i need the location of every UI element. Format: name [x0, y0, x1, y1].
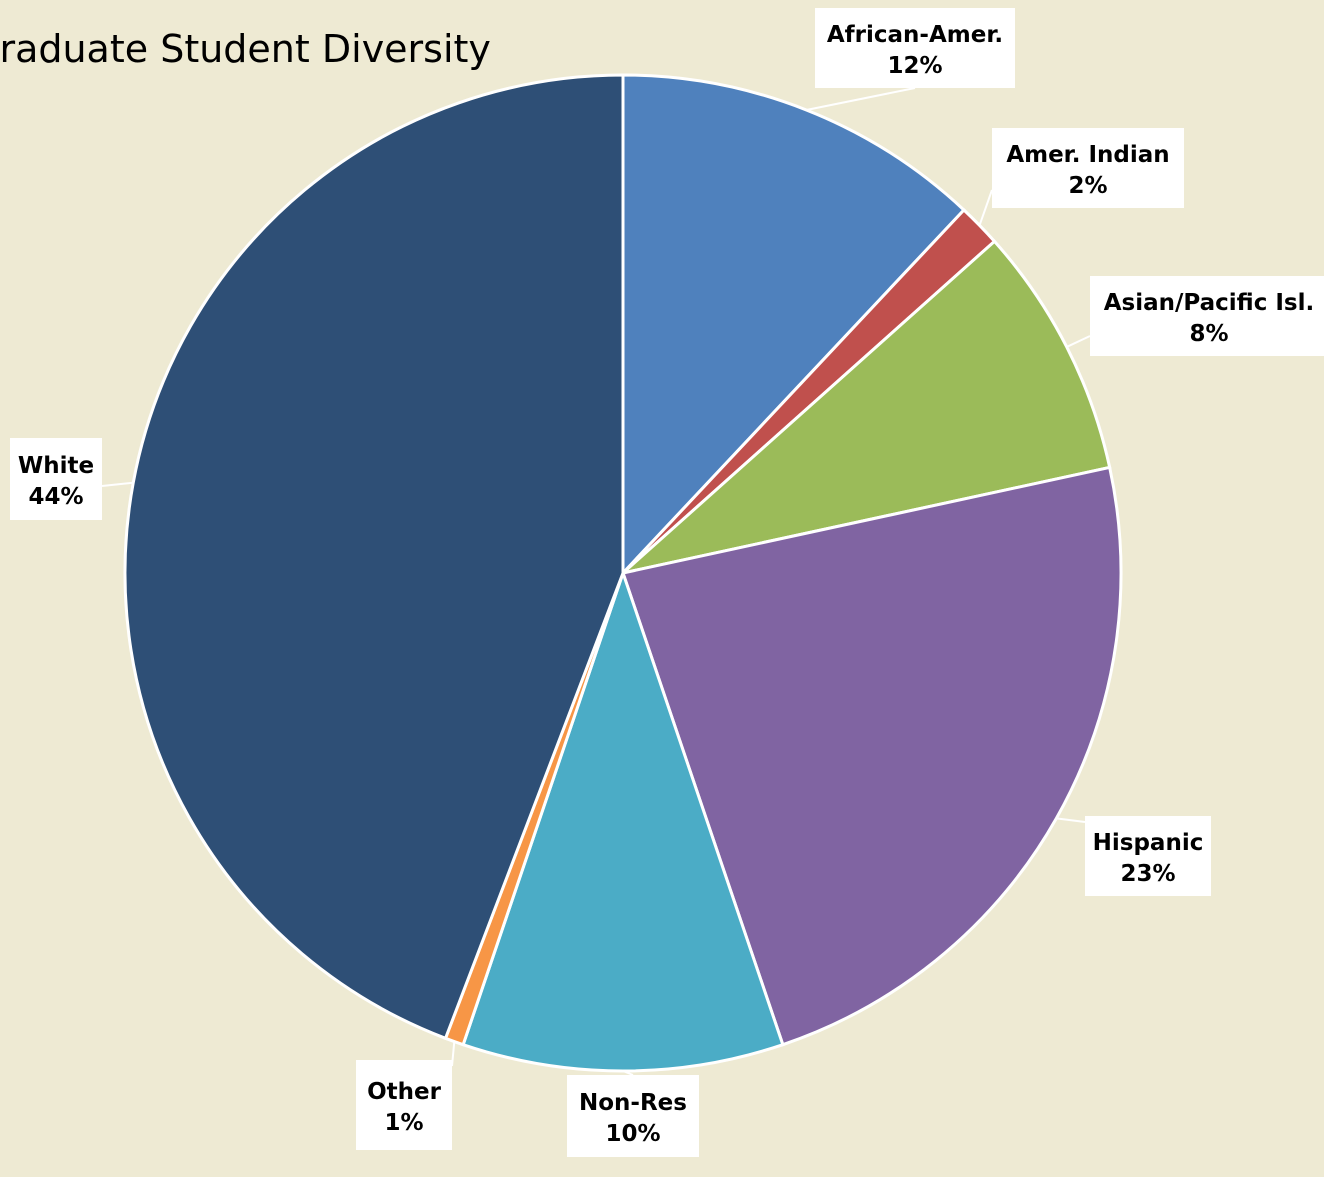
data-label-hispanic: Hispanic 23%	[1085, 816, 1211, 896]
leader-line-asian-pacific-isl	[1066, 335, 1091, 348]
leader-line-amer-indian	[978, 189, 993, 226]
leader-line-non-res	[622, 1070, 634, 1076]
chart-title: Graduate Student Diversity	[0, 27, 491, 71]
label-box	[356, 1060, 452, 1150]
data-labels: African-Amer. 12% Amer. Indian 2% Asian/Paci…	[10, 8, 1324, 1157]
label-box	[567, 1075, 699, 1157]
pie-slices	[123, 73, 1123, 1073]
label-box	[1090, 276, 1324, 356]
data-label-white: White 44%	[10, 438, 102, 520]
label-box	[992, 128, 1184, 208]
label-category: Other	[367, 1079, 442, 1105]
label-category: Non-Res	[579, 1090, 687, 1116]
slice-non-res	[461, 568, 785, 1073]
leader-line-other	[451, 1041, 456, 1067]
data-label-other: Other 1%	[356, 1060, 452, 1150]
label-percent: 2%	[1068, 173, 1107, 199]
label-percent: 23%	[1120, 861, 1175, 887]
data-label-amer-indian: Amer. Indian 2%	[992, 128, 1184, 208]
label-percent: 44%	[28, 484, 83, 510]
label-category: African-Amer.	[827, 22, 1003, 48]
label-category: Hispanic	[1093, 830, 1204, 856]
leader-line-white	[101, 481, 134, 487]
label-box	[815, 8, 1015, 88]
label-box	[10, 438, 102, 520]
data-label-asian-pacific-isl: Asian/Pacific Isl. 8%	[1090, 276, 1324, 356]
label-percent: 10%	[605, 1121, 660, 1147]
label-category: Amer. Indian	[1006, 142, 1169, 168]
label-category: White	[18, 453, 94, 479]
label-percent: 12%	[887, 53, 942, 79]
slice-hispanic	[621, 465, 1123, 1047]
data-label-non-res: Non-Res 10%	[567, 1075, 699, 1157]
leader-lines	[101, 87, 1091, 1076]
label-percent: 8%	[1189, 321, 1228, 347]
leader-line-african-amer	[806, 87, 916, 111]
slice-white	[123, 73, 625, 1041]
slice-african-amer	[621, 73, 967, 577]
label-box	[1085, 816, 1211, 896]
leader-line-hispanic	[1056, 817, 1086, 823]
data-label-african-amer: African-Amer. 12%	[815, 8, 1015, 88]
label-percent: 1%	[384, 1110, 423, 1136]
label-category: Asian/Pacific Isl.	[1104, 290, 1315, 316]
